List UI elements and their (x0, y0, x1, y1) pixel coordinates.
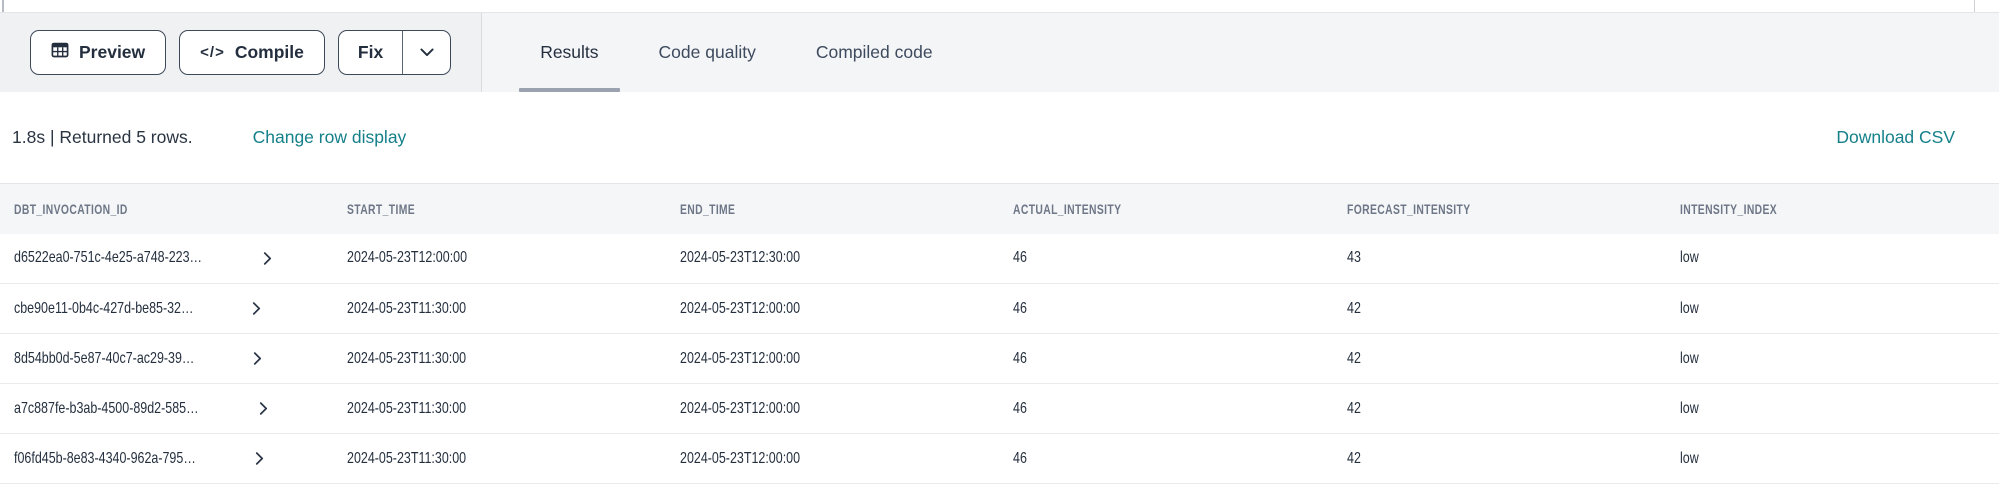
results-tab-bar: Results Code quality Compiled code (482, 13, 1999, 92)
expand-cell-chevron-right-icon[interactable] (263, 251, 272, 265)
table-row: a7c887fe-b3ab-4500-89d2-585… 2024-05-23T… (0, 383, 1999, 434)
cell-forecast-intensity: 42 (1346, 349, 1361, 367)
download-csv-link[interactable]: Download CSV (1836, 127, 1955, 147)
tab-results-label: Results (540, 42, 599, 62)
expand-cell-chevron-right-icon[interactable] (253, 352, 262, 365)
column-header-start-time: START_TIME (347, 200, 416, 217)
cell-intensity-index: low (1679, 449, 1699, 467)
compile-button[interactable]: </> Compile (179, 30, 325, 75)
cell-start-time: 2024-05-23T11:30:00 (347, 449, 467, 467)
tab-compiled-code[interactable]: Compiled code (786, 13, 963, 92)
cell-end-time: 2024-05-23T12:00:00 (680, 449, 801, 467)
cell-dbt-invocation-id: cbe90e11-0b4c-427d-be85-32… (0, 284, 333, 334)
tab-code-quality[interactable]: Code quality (629, 13, 786, 92)
preview-button[interactable]: Preview (30, 30, 167, 75)
chevron-down-icon (420, 44, 434, 62)
cell-actual-intensity: 46 (1013, 249, 1028, 267)
table-row: 8d54bb0d-5e87-40c7-ac29-39… 2024-05-23T1… (0, 333, 1999, 384)
cell-dbt-invocation-id: a7c887fe-b3ab-4500-89d2-585… (0, 384, 333, 434)
cell-actual-intensity: 46 (1013, 349, 1028, 367)
change-row-display-link[interactable]: Change row display (252, 127, 407, 147)
toolbar-tabs-divider (481, 13, 483, 92)
cell-forecast-intensity: 42 (1346, 449, 1361, 467)
expand-cell-chevron-right-icon[interactable] (255, 452, 264, 465)
column-header-intensity-index: INTENSITY_INDEX (1679, 200, 1777, 217)
tab-compiled-code-label: Compiled code (815, 42, 933, 62)
cell-actual-intensity: 46 (1013, 449, 1028, 467)
expand-cell-chevron-right-icon[interactable] (259, 402, 268, 415)
cell-forecast-intensity: 43 (1346, 249, 1361, 267)
table-row: cbe90e11-0b4c-427d-be85-32… 2024-05-23T1… (0, 283, 1999, 334)
cell-dbt-invocation-id: d6522ea0-751c-4e25-a748-223… (0, 234, 333, 284)
toolbar-button-group: Preview </> Compile Fix (0, 13, 481, 92)
table-icon (51, 41, 69, 64)
compile-button-label: Compile (234, 42, 304, 62)
cell-start-time: 2024-05-23T11:30:00 (347, 399, 467, 417)
cell-end-time: 2024-05-23T12:30:00 (680, 249, 801, 267)
results-toolbar: Preview </> Compile Fix Results (0, 12, 1999, 92)
tab-code-quality-label: Code quality (658, 42, 756, 62)
pane-divider-tick-left (2, 0, 4, 12)
cell-intensity-index: low (1679, 249, 1699, 267)
query-status-row: 1.8s | Returned 5 rows. Change row displ… (0, 92, 1999, 183)
cell-forecast-intensity: 42 (1346, 299, 1361, 317)
expand-cell-chevron-right-icon[interactable] (252, 302, 261, 315)
fix-split-button: Fix (337, 30, 452, 75)
query-status-summary: 1.8s | Returned 5 rows. (12, 127, 193, 147)
fix-button-label: Fix (357, 42, 384, 62)
cell-actual-intensity: 46 (1013, 299, 1028, 317)
cell-end-time: 2024-05-23T12:00:00 (680, 349, 801, 367)
cell-forecast-intensity: 42 (1346, 399, 1361, 417)
results-table: DBT_INVOCATION_ID START_TIME END_TIME AC… (0, 183, 1999, 484)
column-header-end-time: END_TIME (680, 200, 736, 217)
pane-divider-tick-right (1974, 0, 1975, 12)
cell-dbt-invocation-id: 8d54bb0d-5e87-40c7-ac29-39… (0, 334, 333, 384)
fix-button[interactable]: Fix (339, 31, 402, 74)
cell-start-time: 2024-05-23T11:30:00 (347, 299, 467, 317)
table-row: d6522ea0-751c-4e25-a748-223… 2024-05-23T… (0, 233, 1999, 284)
preview-button-label: Preview (79, 42, 146, 62)
fix-dropdown-button[interactable] (402, 31, 450, 74)
table-row: f06fd45b-8e83-4340-962a-795… 2024-05-23T… (0, 433, 1999, 484)
column-header-actual-intensity: ACTUAL_INTENSITY (1013, 200, 1122, 217)
top-strip (0, 0, 1999, 12)
column-header-forecast-intensity: FORECAST_INTENSITY (1346, 200, 1471, 217)
cell-end-time: 2024-05-23T12:00:00 (680, 299, 801, 317)
cell-start-time: 2024-05-23T11:30:00 (347, 349, 467, 367)
tab-results[interactable]: Results (510, 13, 628, 92)
cell-end-time: 2024-05-23T12:00:00 (680, 399, 801, 417)
results-table-header-row: DBT_INVOCATION_ID START_TIME END_TIME AC… (0, 183, 1999, 234)
cell-intensity-index: low (1679, 399, 1699, 417)
cell-intensity-index: low (1679, 349, 1699, 367)
cell-actual-intensity: 46 (1013, 399, 1028, 417)
cell-intensity-index: low (1679, 299, 1699, 317)
cell-dbt-invocation-id: f06fd45b-8e83-4340-962a-795… (0, 434, 333, 484)
cell-start-time: 2024-05-23T12:00:00 (347, 249, 468, 267)
column-header-dbt-invocation-id: DBT_INVOCATION_ID (14, 200, 128, 217)
active-tab-underline (519, 88, 620, 92)
code-icon: </> (200, 44, 225, 61)
